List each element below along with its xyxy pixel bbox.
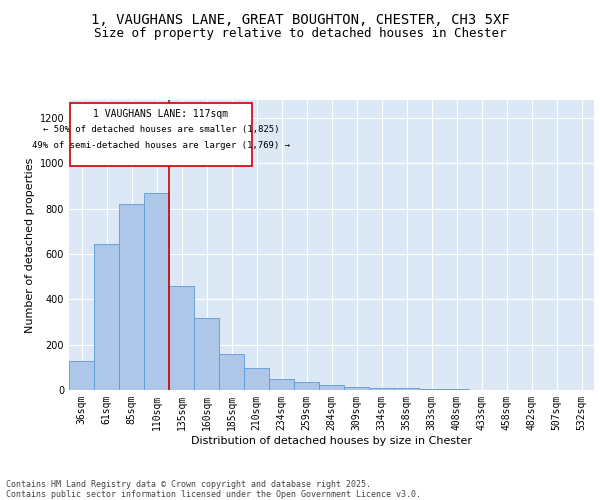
Text: ← 50% of detached houses are smaller (1,825): ← 50% of detached houses are smaller (1,… [43, 125, 279, 134]
Bar [194, 318, 219, 390]
Bar [319, 386, 344, 390]
Bar [419, 389, 444, 390]
Bar [269, 378, 294, 390]
Bar [69, 360, 94, 390]
Bar [294, 382, 319, 390]
Text: Contains public sector information licensed under the Open Government Licence v3: Contains public sector information licen… [6, 490, 421, 499]
Bar [394, 388, 419, 390]
Text: Size of property relative to detached houses in Chester: Size of property relative to detached ho… [94, 28, 506, 40]
Text: 1 VAUGHANS LANE: 117sqm: 1 VAUGHANS LANE: 117sqm [94, 109, 229, 119]
Bar [94, 244, 119, 390]
Bar [219, 354, 244, 390]
Bar [144, 194, 169, 390]
Bar [119, 204, 144, 390]
Bar [169, 286, 194, 390]
Bar [369, 388, 394, 390]
Text: Contains HM Land Registry data © Crown copyright and database right 2025.: Contains HM Land Registry data © Crown c… [6, 480, 371, 489]
Text: 49% of semi-detached houses are larger (1,769) →: 49% of semi-detached houses are larger (… [32, 142, 290, 150]
Y-axis label: Number of detached properties: Number of detached properties [25, 158, 35, 332]
Bar [344, 386, 369, 390]
Bar [244, 368, 269, 390]
X-axis label: Distribution of detached houses by size in Chester: Distribution of detached houses by size … [191, 436, 472, 446]
Text: 1, VAUGHANS LANE, GREAT BOUGHTON, CHESTER, CH3 5XF: 1, VAUGHANS LANE, GREAT BOUGHTON, CHESTE… [91, 12, 509, 26]
FancyBboxPatch shape [70, 104, 251, 166]
